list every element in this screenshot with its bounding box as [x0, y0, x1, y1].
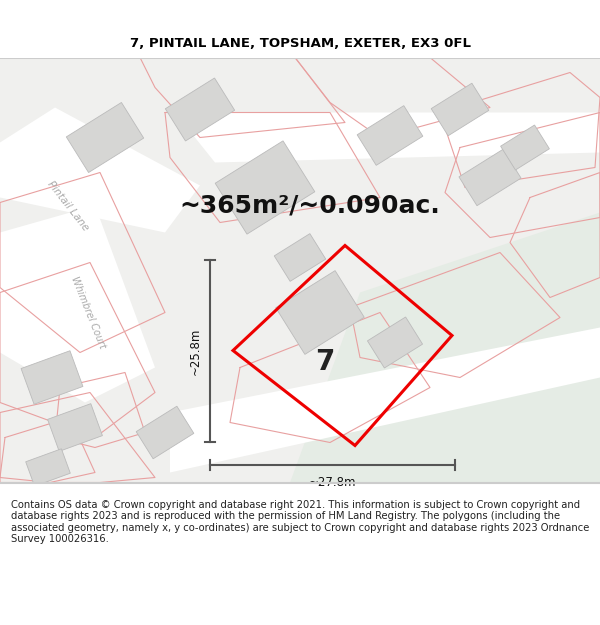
Polygon shape — [67, 102, 143, 172]
Polygon shape — [26, 449, 70, 486]
Text: Contains OS data © Crown copyright and database right 2021. This information is : Contains OS data © Crown copyright and d… — [11, 499, 589, 544]
Text: Whimbrel Court: Whimbrel Court — [69, 275, 107, 350]
Polygon shape — [290, 213, 600, 482]
Polygon shape — [21, 351, 83, 404]
Text: Map shows position and indicative extent of the property.: Map shows position and indicative extent… — [130, 114, 470, 128]
Polygon shape — [175, 112, 600, 162]
Polygon shape — [367, 317, 422, 368]
Polygon shape — [0, 58, 600, 483]
Polygon shape — [0, 107, 200, 232]
Text: Pintail Lane: Pintail Lane — [46, 179, 91, 232]
Polygon shape — [170, 328, 600, 472]
Polygon shape — [357, 106, 423, 166]
Text: 7: 7 — [316, 349, 335, 376]
Text: ~25.8m: ~25.8m — [188, 328, 202, 374]
Polygon shape — [459, 149, 521, 206]
Text: ~27.8m: ~27.8m — [309, 476, 356, 489]
Polygon shape — [166, 78, 235, 141]
Text: ~365m²/~0.090ac.: ~365m²/~0.090ac. — [179, 194, 440, 218]
Polygon shape — [0, 206, 155, 402]
Polygon shape — [274, 234, 326, 281]
Polygon shape — [215, 141, 315, 234]
Polygon shape — [431, 83, 489, 136]
Text: 7, PINTAIL LANE, TOPSHAM, EXETER, EX3 0FL: 7, PINTAIL LANE, TOPSHAM, EXETER, EX3 0F… — [130, 37, 470, 50]
Polygon shape — [136, 406, 194, 459]
Polygon shape — [500, 125, 550, 170]
Polygon shape — [276, 271, 364, 354]
Polygon shape — [47, 404, 103, 451]
